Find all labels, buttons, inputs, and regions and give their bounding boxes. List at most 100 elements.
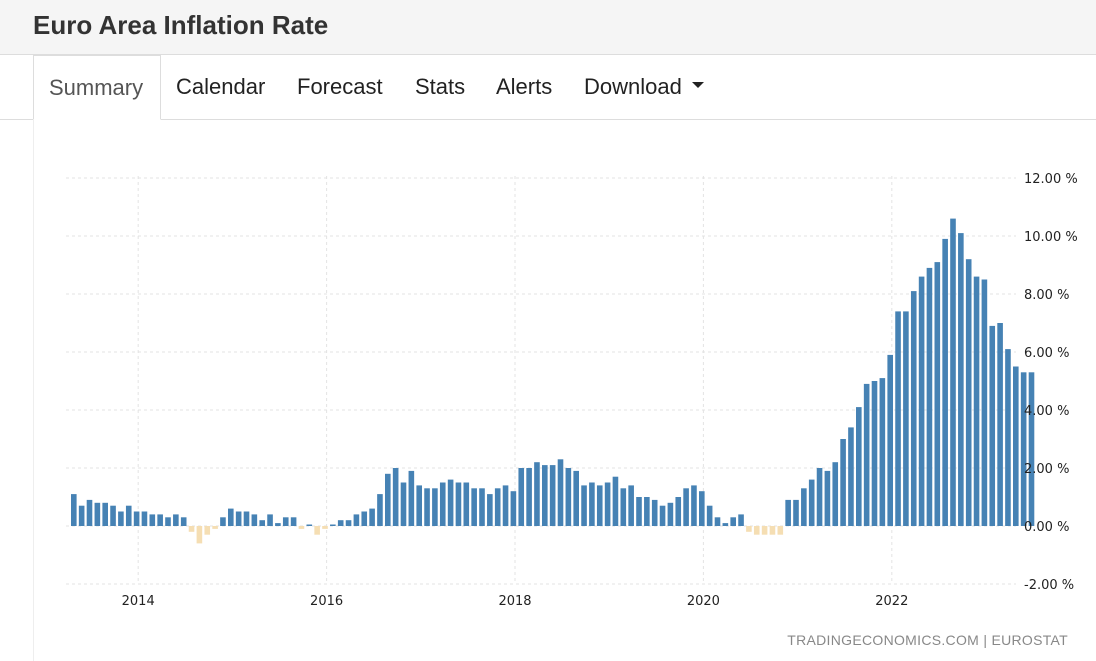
bar [392,468,399,526]
tab-summary[interactable]: Summary [33,55,161,120]
tab-forecast[interactable]: Forecast [297,74,383,99]
bar [173,514,179,526]
bar [557,459,564,526]
bar [565,468,572,526]
bar [644,497,650,526]
tab-calendar[interactable]: Calendar [176,74,266,99]
bar [667,502,674,526]
bar [706,505,713,526]
y-tick-label: 2.00 % [1024,462,1069,477]
page-title: Euro Area Inflation Rate [33,10,329,40]
bar [133,511,140,526]
tab-download[interactable]: Download [584,55,704,120]
bar [330,524,336,526]
bar [212,526,218,529]
y-tick-label: 12.00 % [1024,172,1078,187]
x-tick-label: 2014 [122,594,155,609]
x-tick-label: 2018 [498,594,531,609]
bar [180,517,187,526]
bar [910,291,917,526]
bar [942,238,948,526]
bar [714,517,721,526]
bar [934,262,941,526]
bar [228,508,234,526]
bar [628,485,634,526]
bar [918,276,925,526]
bar [447,479,454,526]
x-tick-label: 2016 [310,594,343,609]
bar [761,526,768,535]
bar [730,517,736,526]
bar [683,488,689,526]
tab-bar: Summary Calendar Forecast Stats Alerts D… [0,55,1096,120]
chart-bars [71,218,1035,544]
bar [824,470,831,526]
bar [651,499,658,526]
bar [526,468,532,526]
bar [793,499,799,526]
bar [275,523,281,526]
bar [377,494,383,526]
bar [777,526,784,535]
bar [1013,366,1019,526]
bar [871,381,878,526]
bar [981,279,988,526]
bar [1028,372,1035,526]
bar [196,526,203,544]
bar [895,311,901,526]
chart-source: TRADINGECONOMICS.COM | EUROSTAT [787,632,1068,648]
page-header: Euro Area Inflation Rate [0,0,1096,55]
bar [282,517,289,526]
bar [534,462,540,526]
bar [926,267,933,526]
bar [118,511,124,526]
bar [1020,372,1027,526]
bar [840,439,846,526]
bar [432,488,438,526]
bar [110,505,116,526]
bar [887,354,893,526]
bar [997,323,1003,526]
bar [746,526,752,532]
bar [361,511,368,526]
bar [267,514,273,526]
bar [204,526,211,535]
bar [863,383,870,526]
bar [581,485,587,526]
bar [549,465,556,526]
bar [102,502,108,526]
bar [973,276,980,526]
bar [675,497,682,526]
caret-down-icon [691,82,704,89]
bar [353,514,360,526]
bar [439,482,446,526]
tab-stats[interactable]: Stats [415,74,466,99]
bar [298,526,305,529]
tab-alerts[interactable]: Alerts [496,74,553,99]
bar [314,526,320,535]
x-axis-labels: 2014 2016 2018 2020 2022 [122,594,909,609]
bar [125,505,132,526]
bar [542,465,548,526]
bar [86,499,93,526]
bar [808,479,815,526]
bar [612,476,619,526]
bar [856,407,862,526]
bar [596,485,603,526]
bar [691,485,697,526]
bar [369,508,375,526]
bar [573,470,579,526]
bar [71,494,77,526]
bar [958,233,964,526]
bar [78,505,85,526]
bar [463,482,470,526]
bar [345,520,352,526]
bar [243,511,250,526]
bar [738,514,744,526]
content-divider [33,120,34,661]
bar [848,427,854,526]
inflation-chart: 12.00 % 10.00 % 8.00 % 6.00 % 4.00 % 2.00 % 0.… [66,172,1078,609]
bar [400,482,407,526]
y-tick-label: 8.00 % [1024,288,1069,303]
bar [188,526,195,532]
